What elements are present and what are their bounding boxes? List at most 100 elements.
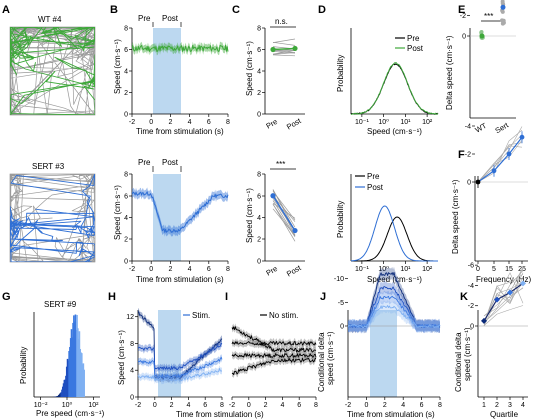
trajectory-path-stim	[10, 27, 95, 115]
sert-title: SERT #3	[32, 162, 65, 171]
mean-point	[506, 151, 512, 157]
post-label: Post	[162, 14, 179, 23]
quartile-trace	[231, 326, 317, 353]
x-tick-label: 0	[149, 119, 153, 126]
trajectory-path-gray	[10, 174, 95, 262]
y-tick-label: 2	[124, 90, 128, 97]
y-tick-label: -6	[468, 263, 474, 270]
mean-trace	[131, 191, 229, 233]
pre-distribution	[351, 216, 438, 262]
sem-band	[348, 280, 440, 334]
x-tick-label: -2	[129, 266, 135, 273]
x-tick-label: Pre	[264, 117, 279, 131]
k-ylabel-1: Conditional delta	[454, 332, 463, 392]
d-xlabel: Speed (cm·s⁻¹)	[367, 275, 422, 284]
legend-post: Post	[407, 44, 424, 53]
mean-point	[519, 134, 525, 140]
individual-mouse-line	[272, 49, 296, 54]
y-tick-label: 4	[124, 215, 128, 222]
y-tick-label: 0	[470, 324, 474, 331]
mean-trace	[131, 44, 229, 52]
x-tick-label: 2	[168, 266, 172, 273]
individual-mouse-line	[272, 200, 296, 237]
individual-mouse-line	[483, 287, 524, 324]
panel-label-b: B	[110, 4, 118, 16]
mean-line	[272, 195, 296, 231]
panel-label-h: H	[108, 291, 116, 303]
pre-speed-histogram	[52, 314, 85, 397]
b-ylabel: Speed (cm·s⁻¹)	[113, 185, 122, 240]
ns-annotation: n.s.	[275, 17, 288, 26]
stim-window	[370, 310, 397, 397]
wt-title: WT #4	[38, 15, 62, 24]
x-tick-label: 10¹	[400, 119, 411, 126]
x-tick-label: 4	[188, 119, 192, 126]
y-tick-label: 0	[124, 259, 128, 266]
x-tick-label: 6	[203, 402, 207, 409]
legend-pre: Pre	[407, 34, 420, 43]
x-tick-label: 10⁰	[62, 401, 73, 409]
x-tick-label: -2	[135, 402, 141, 409]
y-tick-label: 6	[257, 194, 261, 201]
legend-nostim: No stim.	[269, 311, 298, 320]
x-tick-label: 0	[247, 402, 251, 409]
b-ylabel: Speed (cm·s⁻¹)	[113, 39, 122, 94]
individual-mouse-line	[477, 129, 523, 183]
mean-point	[507, 289, 513, 296]
j-ylabel-2: speed (cm·s⁻¹)	[326, 331, 335, 385]
x-tick-label: 8	[226, 266, 230, 273]
sem-band	[232, 354, 316, 378]
speed-distribution-sert	[350, 205, 438, 262]
b-xlabel: Time from stimulation (s)	[136, 275, 224, 284]
y-tick-label: 4	[257, 69, 261, 76]
d-ylabel: Probability	[336, 201, 345, 238]
mean-line	[272, 47, 296, 51]
mean-point	[270, 193, 276, 199]
y-tick-label: 8	[124, 172, 128, 179]
panel-label-g: G	[2, 291, 11, 303]
y-tick-label: 8	[257, 26, 261, 33]
f-xlabel: Frequency (Hz)	[476, 275, 531, 284]
quartile-trace	[231, 341, 317, 346]
speed-by-quartile-stim	[137, 308, 223, 385]
x-tick-label: -2	[345, 402, 351, 409]
x-tick-label: -2	[229, 402, 235, 409]
y-tick-label: 12	[126, 314, 134, 321]
i-xlabel: Time from stimulation (s)	[176, 410, 264, 419]
g-xlabel: Pre speed (cm·s⁻¹)	[36, 409, 105, 418]
individual-mouse-line	[477, 142, 523, 183]
trajectory-sert	[10, 174, 95, 262]
panel-label-c: C	[232, 4, 240, 16]
histogram-bar	[83, 369, 85, 397]
y-tick-label: 0	[340, 324, 344, 331]
y-tick-label: 0	[462, 34, 466, 41]
g-ylabel: Probability	[19, 347, 28, 384]
sert-point	[500, 0, 505, 4]
y-tick-label: 0	[257, 259, 261, 266]
x-tick-label: 2	[495, 402, 499, 409]
individual-mouse-line	[272, 51, 296, 54]
paired-speed-wt	[270, 38, 298, 57]
y-tick-label: 0	[130, 395, 134, 402]
y-tick-label: -10	[334, 276, 344, 283]
speed-by-quartile-nostim	[231, 323, 317, 378]
y-tick-label: 6	[124, 47, 128, 54]
y-tick-label: 4	[257, 215, 261, 222]
individual-mouse-line	[272, 54, 296, 57]
y-tick-label: 0	[257, 112, 261, 119]
j-xlabel: Time from stimulation (s)	[347, 410, 435, 419]
x-tick-label: 8	[438, 402, 442, 409]
x-tick-label: Pre	[264, 264, 279, 278]
k-xlabel: Quartile	[490, 410, 519, 419]
legend-pre: Pre	[367, 172, 380, 181]
x-tick-label: 6	[207, 119, 211, 126]
stim-window	[153, 174, 181, 261]
x-tick-label: 2	[383, 402, 387, 409]
x-tick-label: 10⁻²	[34, 402, 48, 409]
pre-label: Pre	[138, 158, 151, 167]
panel-label-k: K	[460, 291, 468, 303]
mean-point	[491, 168, 497, 174]
y-tick-label: 8	[130, 341, 134, 348]
speed-distribution-wt	[350, 62, 439, 115]
